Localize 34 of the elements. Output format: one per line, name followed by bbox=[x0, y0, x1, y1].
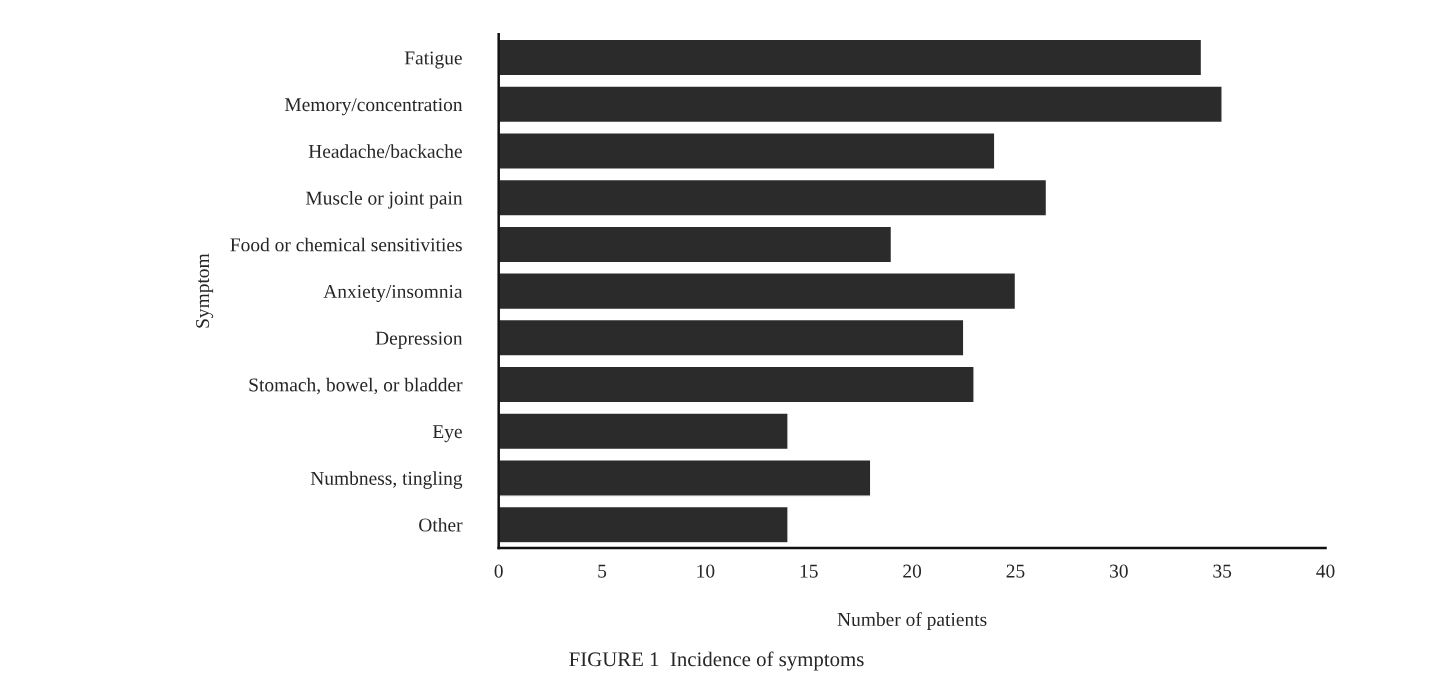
bar bbox=[498, 459, 872, 497]
y-tick-label: Other bbox=[419, 517, 463, 532]
x-tick-label: 5 bbox=[598, 564, 607, 578]
y-tick-label: Numbness, tingling bbox=[310, 471, 463, 489]
y-tick-label: Memory/concentration bbox=[284, 98, 463, 116]
x-axis-title: Number of patients bbox=[837, 612, 987, 630]
x-tick-label: 20 bbox=[903, 564, 922, 578]
text: FIGURE 1 Incidence of symptoms bbox=[569, 651, 864, 671]
x-tick-label: 0 bbox=[494, 564, 503, 578]
bar bbox=[498, 412, 789, 451]
y-tick-label: Stomach, bowel, or bladder bbox=[249, 377, 463, 395]
x-tick-label: 15 bbox=[800, 564, 818, 578]
y-tick-label: Depression bbox=[375, 331, 463, 349]
bar bbox=[498, 38, 1203, 77]
y-tick-label: Headache/backache bbox=[308, 144, 462, 158]
bar bbox=[498, 365, 975, 404]
y-tick-label: Fatigue bbox=[404, 51, 462, 69]
bar bbox=[498, 178, 1048, 217]
x-tick-label: 40 bbox=[1316, 564, 1335, 578]
y-tick-label: Food or chemical sensitivities bbox=[230, 237, 462, 252]
y-tick-label: Muscle or joint pain bbox=[305, 190, 463, 209]
bar bbox=[498, 318, 965, 357]
x-tick-label: 10 bbox=[697, 564, 715, 578]
y-axis-title: Symptom bbox=[196, 253, 214, 328]
bar bbox=[498, 132, 996, 170]
x-tick-label: 35 bbox=[1213, 564, 1232, 578]
bar bbox=[498, 505, 789, 544]
y-tick-label: Anxiety/insomnia bbox=[323, 284, 463, 303]
x-tick-label: 30 bbox=[1110, 564, 1128, 578]
bar bbox=[498, 272, 1017, 311]
y-tick-label: Eye bbox=[432, 425, 462, 443]
bar bbox=[498, 85, 1223, 124]
bar bbox=[498, 225, 893, 264]
x-tick-label: 25 bbox=[1006, 564, 1025, 578]
